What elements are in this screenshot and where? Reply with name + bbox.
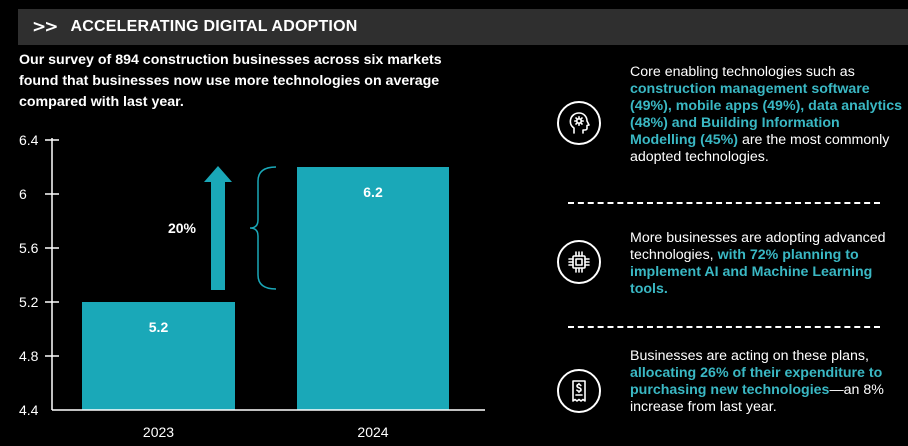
side-item-text: —an 8% increase from last year. [630, 382, 884, 415]
dashed-divider [568, 202, 880, 204]
side-item-text: Core enabling technologies such as [630, 64, 855, 80]
side-item-highlight: allocating 26% of their expenditure to p… [630, 365, 883, 398]
bar-2023 [82, 302, 235, 410]
increase-brace [249, 166, 277, 290]
growth-arrow [204, 166, 232, 290]
y-tick-label: 6 [19, 186, 27, 202]
bar-value-label: 5.2 [149, 319, 169, 335]
side-item-text: are the most commonly adopted technologi… [630, 132, 890, 165]
y-tick-label: 5.6 [19, 240, 39, 256]
y-tick-label: 6.4 [19, 132, 39, 148]
intro-text: Our survey of 894 construction businesse… [19, 52, 442, 110]
double-chevron-icon: >> [32, 17, 58, 37]
side-item-expenditure: Businesses are acting on these plans, al… [630, 348, 902, 416]
y-tick-label: 5.2 [19, 294, 39, 310]
microchip-icon [557, 240, 601, 284]
dashed-divider [568, 326, 880, 328]
side-item-text: Businesses are acting on these plans, [630, 348, 869, 364]
side-item-advanced-technologies: More businesses are adopting advanced te… [630, 230, 902, 298]
bar-value-label: 6.2 [363, 184, 383, 200]
side-item-text: More businesses are adopting advanced te… [630, 230, 886, 263]
increase-annotation: 20% [168, 220, 197, 236]
bar-chart: 5.2 2023 6.2 2024 4.4 4.8 5.2 5.6 6 6.4 20% [19, 132, 485, 440]
head-gear-icon [557, 101, 601, 145]
section-title: ACCELERATING DIGITAL ADOPTION [70, 18, 358, 35]
section-header: >> ACCELERATING DIGITAL ADOPTION [18, 9, 908, 45]
y-tick-label: 4.8 [19, 348, 39, 364]
side-item-core-technologies: Core enabling technologies such as const… [630, 64, 902, 166]
side-item-highlight: with 72% planning to implement AI and Ma… [630, 247, 873, 297]
bar-2024 [297, 167, 449, 410]
x-tick-label: 2024 [357, 424, 388, 440]
y-tick-label: 4.4 [19, 402, 39, 418]
x-tick-label: 2023 [143, 424, 174, 440]
receipt-dollar-icon [557, 369, 601, 413]
side-item-highlight: construction management software (49%), … [630, 81, 903, 148]
